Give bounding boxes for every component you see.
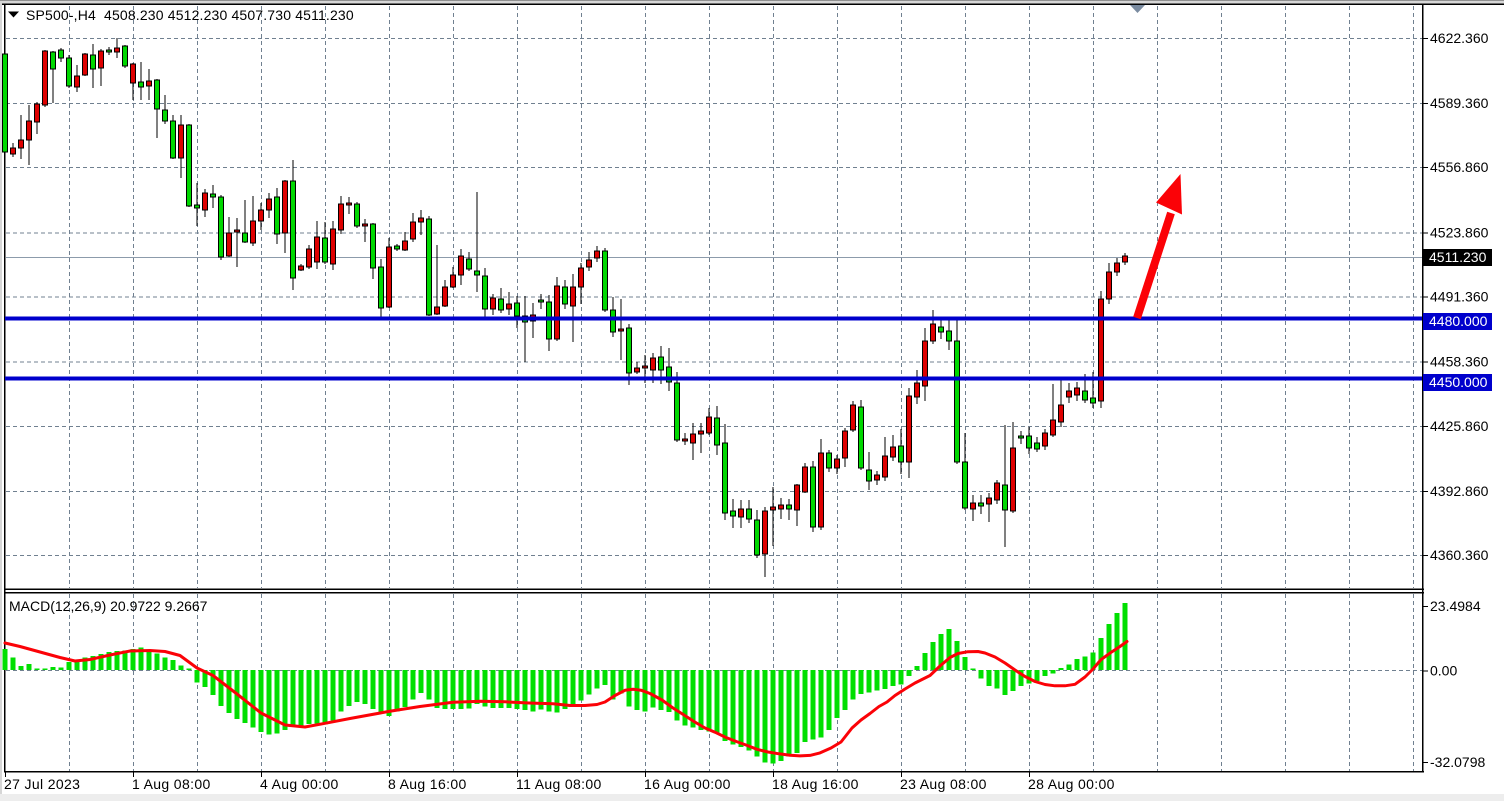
svg-text:4425.860: 4425.860 [1430,418,1489,434]
svg-text:18 Aug 16:00: 18 Aug 16:00 [772,776,859,792]
svg-text:MACD(12,26,9) 20.9722 9.2667: MACD(12,26,9) 20.9722 9.2667 [9,598,208,614]
svg-text:4 Aug 00:00: 4 Aug 00:00 [260,776,339,792]
svg-text:23.4984: 23.4984 [1430,598,1481,614]
svg-text:4480.000: 4480.000 [1429,313,1488,329]
svg-text:4360.360: 4360.360 [1430,547,1489,563]
svg-text:16 Aug 00:00: 16 Aug 00:00 [644,776,731,792]
svg-text:28 Aug 00:00: 28 Aug 00:00 [1028,776,1115,792]
svg-text:8 Aug 16:00: 8 Aug 16:00 [388,776,467,792]
svg-text:23 Aug 08:00: 23 Aug 08:00 [900,776,987,792]
svg-text:11 Aug 08:00: 11 Aug 08:00 [516,776,602,792]
svg-text:1 Aug 08:00: 1 Aug 08:00 [132,776,211,792]
svg-text:4589.360: 4589.360 [1430,95,1489,111]
svg-text:4491.360: 4491.360 [1430,289,1489,305]
svg-text:4392.860: 4392.860 [1430,483,1489,499]
svg-text:27 Jul 2023: 27 Jul 2023 [4,776,80,792]
svg-text:4458.360: 4458.360 [1430,354,1489,370]
svg-text:4622.360: 4622.360 [1430,30,1489,46]
svg-text:4523.860: 4523.860 [1430,224,1489,240]
svg-text:4511.230: 4511.230 [1429,249,1487,265]
svg-text:-32.0798: -32.0798 [1430,754,1485,770]
svg-text:0.00: 0.00 [1430,663,1457,679]
svg-text:4556.860: 4556.860 [1430,159,1489,175]
svg-text:4450.000: 4450.000 [1429,374,1488,390]
svg-text:SP500-,H4 4508.230 4512.230 4: SP500-,H4 4508.230 4512.230 4507.730 451… [26,7,354,23]
